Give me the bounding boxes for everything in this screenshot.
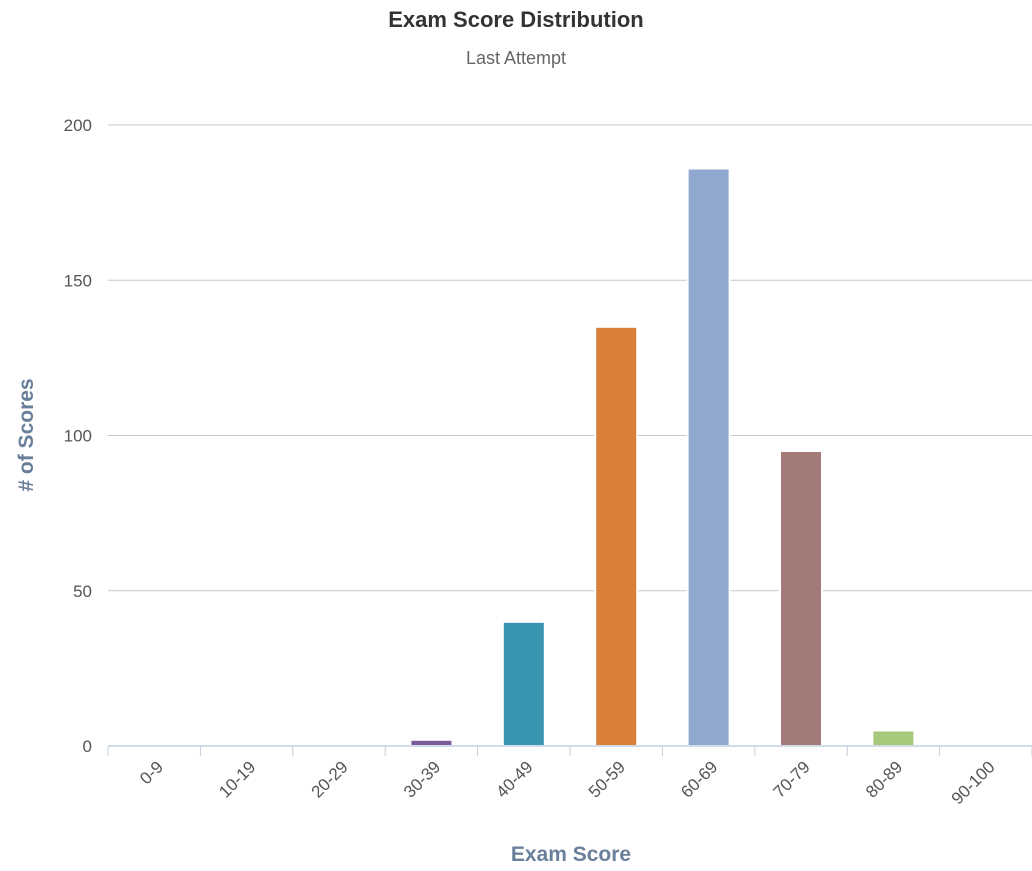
x-tick-label: 0-9 bbox=[136, 757, 167, 788]
bar-40-49[interactable] bbox=[501, 620, 546, 747]
y-tick-label: 200 bbox=[64, 116, 92, 135]
bar-80-89[interactable] bbox=[871, 729, 916, 747]
x-tick-label: 90-100 bbox=[948, 757, 999, 808]
x-tick-label: 50-59 bbox=[585, 757, 629, 801]
x-tick-label: 70-79 bbox=[770, 757, 814, 801]
bar-50-59[interactable] bbox=[594, 325, 639, 747]
y-tick-label: 0 bbox=[83, 737, 92, 756]
x-tick-label: 80-89 bbox=[862, 757, 906, 801]
x-tick-label: 20-29 bbox=[308, 757, 352, 801]
chart-title: Exam Score Distribution bbox=[388, 7, 644, 32]
x-tick-label: 60-69 bbox=[677, 757, 721, 801]
y-tick-label: 150 bbox=[64, 271, 92, 290]
bars bbox=[409, 167, 916, 748]
x-tick-label: 10-19 bbox=[215, 757, 259, 801]
bar-60-69[interactable] bbox=[686, 167, 731, 748]
x-tick-label: 30-39 bbox=[400, 757, 444, 801]
y-tick-label: 50 bbox=[73, 582, 92, 601]
x-tick-label: 40-49 bbox=[492, 757, 536, 801]
chart-subtitle: Last Attempt bbox=[466, 48, 566, 68]
bar-70-79[interactable] bbox=[779, 450, 823, 747]
x-axis bbox=[107, 745, 1032, 756]
y-axis-tick-labels: 0 50 100 150 200 bbox=[64, 116, 92, 756]
bar-30-39[interactable] bbox=[409, 738, 454, 747]
y-tick-label: 100 bbox=[64, 427, 92, 446]
gridlines bbox=[108, 124, 1032, 592]
x-axis-title: Exam Score bbox=[511, 843, 631, 866]
y-axis-title: # of Scores bbox=[15, 378, 38, 491]
x-axis-tick-labels: 0-9 10-19 20-29 30-39 40-49 50-59 60-69 70-79 80… bbox=[136, 757, 998, 808]
